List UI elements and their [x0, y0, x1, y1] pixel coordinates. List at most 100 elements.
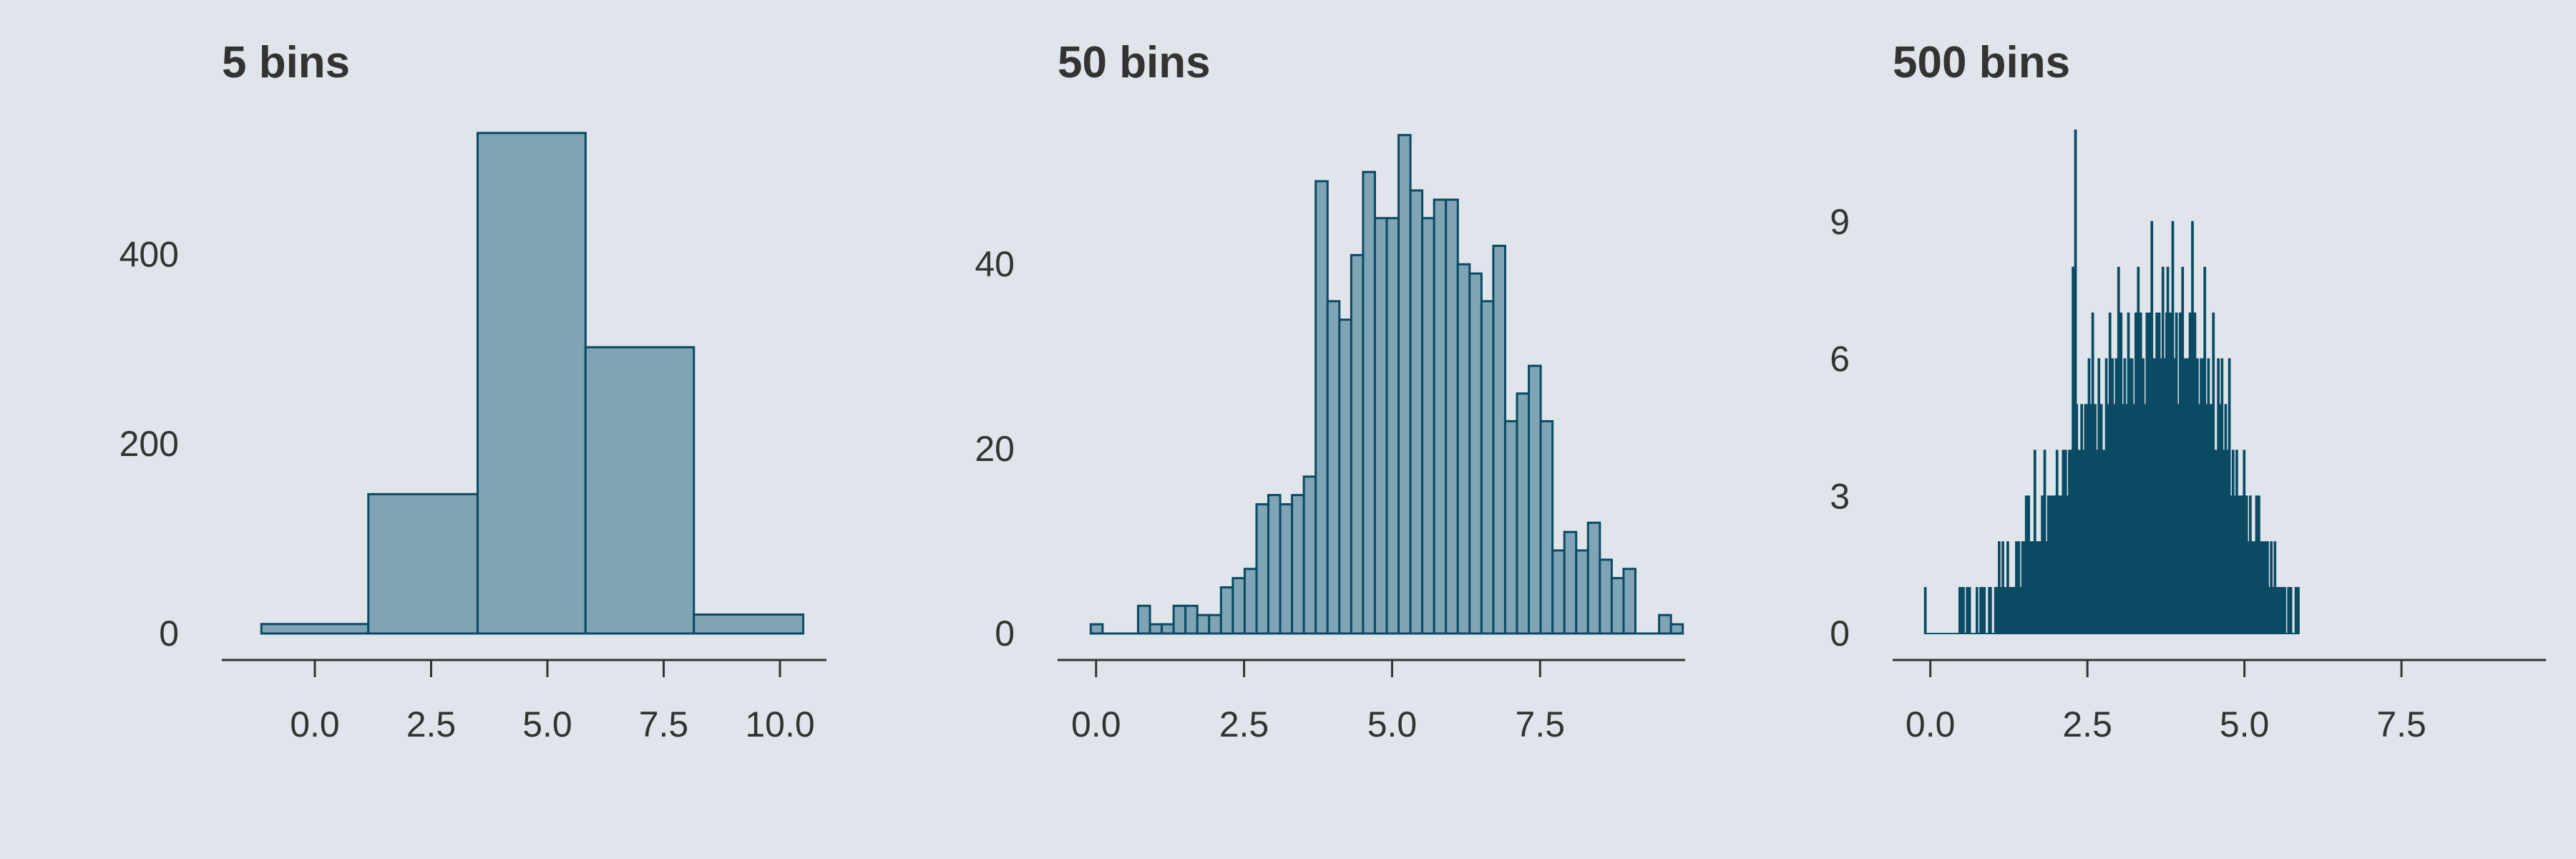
y-tick-label: 0: [159, 613, 179, 654]
histogram-panel: 50 bins 0.0 2.5 5.0 7.5 0 20 40: [975, 38, 1685, 744]
histogram-bar: [1397, 134, 1412, 635]
histogram-bar: [2277, 587, 2280, 635]
histogram-bar: [1137, 604, 1151, 635]
histogram-bar: [1291, 494, 1305, 635]
histogram-bar: [1586, 521, 1601, 635]
histogram-bar: [1503, 419, 1518, 635]
x-tick-label: 5.0: [1367, 704, 1418, 744]
y-tick-label: 200: [119, 424, 179, 464]
x-tick-label: 2.5: [406, 704, 457, 744]
histogram-bar: [1983, 587, 1986, 635]
histogram-bar: [1362, 170, 1376, 635]
histogram-bar: [693, 613, 804, 635]
x-tick-label: 2.5: [2062, 704, 2112, 744]
histogram-bar: [1243, 568, 1258, 635]
histogram-bar: [1172, 604, 1187, 635]
histogram-bar: [1539, 419, 1554, 635]
histogram-bar: [1599, 558, 1613, 635]
histogram-bar: [1433, 198, 1448, 635]
histogram-bar: [2002, 587, 2006, 635]
histogram-bar: [1492, 244, 1506, 635]
histogram-bar: [1208, 613, 1222, 635]
histogram-bar: [1314, 180, 1329, 635]
histogram-bar: [2280, 587, 2284, 635]
histogram-panel: 500 bins 0.0 2.5 5.0 7.5 0 3 6 9: [1830, 38, 2546, 744]
histogram-bar: [1409, 189, 1424, 635]
chart-title: 500 bins: [1893, 38, 2070, 87]
histogram-bar: [584, 346, 696, 635]
histogram-bar: [1998, 541, 2001, 634]
x-tick-label: 5.0: [2220, 704, 2270, 744]
histogram-bar: [1995, 587, 1999, 635]
histogram-bar: [1219, 586, 1234, 635]
histogram-bar: [1966, 587, 1968, 635]
histogram-bar: [1989, 587, 1992, 635]
histogram-bar: [1563, 530, 1578, 635]
histogram-bar: [367, 492, 479, 635]
histogram-bar: [1184, 604, 1199, 635]
histogram-bar: [2289, 587, 2293, 635]
histogram-panel: 5 bins 0.0 2.5 5.0 7.5 10.0 0 200 400: [119, 38, 826, 744]
y-tick-label: 9: [1830, 202, 1850, 242]
histogram-bar: [1551, 549, 1566, 635]
histogram-bar: [1267, 494, 1282, 635]
histogram-bar: [2294, 587, 2298, 635]
histogram-bar: [1622, 568, 1636, 635]
y-tick-label: 6: [1830, 339, 1850, 379]
histogram-bar: [1350, 253, 1365, 635]
y-tick-label: 0: [995, 613, 1015, 654]
x-tick-label: 0.0: [1071, 704, 1121, 744]
histogram-bar: [1231, 577, 1246, 635]
histogram-bar: [1445, 198, 1459, 635]
x-tick-label: 2.5: [1219, 704, 1269, 744]
histogram-bar: [1980, 587, 1984, 635]
histogram-bar: [1421, 217, 1435, 635]
histogram-bar: [1528, 364, 1542, 635]
histogram-bar: [2297, 587, 2300, 635]
y-tick-label: 400: [119, 234, 179, 274]
histogram-bar: [1468, 272, 1483, 635]
x-tick-label: 0.0: [1906, 704, 1956, 744]
histogram-bar: [477, 132, 587, 635]
histogram-bar: [260, 623, 370, 635]
x-tick-label: 7.5: [2376, 704, 2426, 744]
y-tick-label: 3: [1830, 476, 1850, 516]
histogram-bar: [1196, 613, 1211, 635]
histogram-bar: [1976, 587, 1979, 635]
histogram-bar: [1610, 577, 1625, 635]
histogram-bar: [1326, 300, 1341, 635]
histogram-bar: [1480, 300, 1495, 635]
histogram-bar: [1958, 587, 1961, 635]
histogram-bar: [2287, 587, 2290, 635]
histogram-bar: [1575, 549, 1589, 635]
x-tick-label: 0.0: [290, 704, 340, 744]
histogram-bar: [1302, 475, 1317, 635]
histogram-bar: [1148, 623, 1163, 635]
x-tick-label: 5.0: [522, 704, 572, 744]
histogram-bar: [1658, 613, 1672, 635]
histogram-bar: [1089, 623, 1104, 635]
chart-title: 5 bins: [222, 38, 350, 87]
histogram-bar: [1161, 623, 1175, 635]
histogram-bar: [1456, 263, 1471, 635]
chart-title: 50 bins: [1058, 38, 1211, 87]
histogram-bar: [1338, 319, 1352, 635]
y-tick-label: 20: [975, 429, 1015, 469]
y-tick-label: 0: [1830, 613, 1850, 654]
histogram-bar: [2283, 587, 2286, 635]
histogram-bar: [1968, 587, 1971, 635]
histogram-bar: [1516, 392, 1531, 635]
histogram-bar: [1962, 587, 1965, 635]
x-tick-label: 10.0: [745, 704, 814, 744]
histogram-bar: [1255, 503, 1270, 635]
histogram-bar: [1373, 217, 1388, 635]
histogram-bar: [1669, 623, 1684, 635]
histogram-bar: [1385, 217, 1400, 635]
histogram-bar: [1923, 587, 1927, 635]
y-tick-label: 40: [975, 244, 1015, 284]
histogram-bar: [1279, 503, 1294, 635]
x-tick-label: 7.5: [639, 704, 689, 744]
x-tick-label: 7.5: [1516, 704, 1566, 744]
